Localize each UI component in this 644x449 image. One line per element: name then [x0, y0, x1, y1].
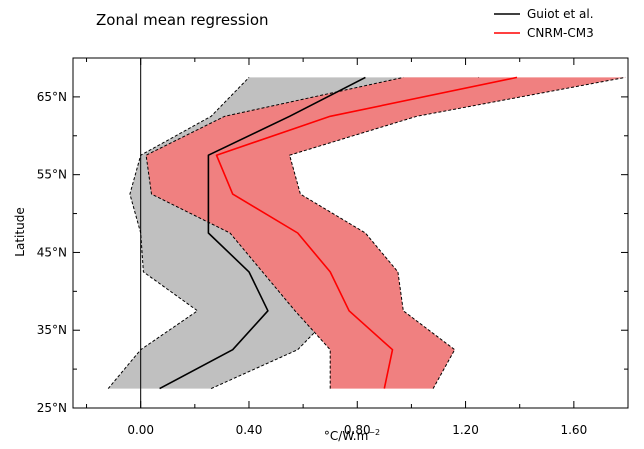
x-axis-label-superscript: −2: [368, 428, 380, 437]
line-cnrm: [215, 76, 518, 389]
line-guiot: [159, 76, 366, 390]
chart-title: Zonal mean regression: [96, 11, 269, 29]
axis-ticks: 0.00 0.40 0.80 1.20 1.60 25°N 35°N 45°N 55°N 65°N: [37, 57, 629, 437]
band-edge-upper-cnrm: [288, 76, 626, 389]
y-axis-label: Latitude: [13, 207, 27, 256]
legend-label-cnrm: CNRM-CM3: [527, 26, 594, 40]
plot-frame: [72, 57, 629, 409]
y-tick-label: 55°N: [37, 168, 67, 182]
x-axis-label: °C/W.m−2: [324, 428, 380, 443]
x-axis-label-main: °C/W.m: [324, 429, 368, 443]
x-tick-label: 0.40: [236, 423, 263, 437]
plot-axes: [72, 57, 629, 409]
legend-label-guiot: Guiot et al.: [527, 7, 594, 21]
x-tick-label: 1.20: [452, 423, 479, 437]
y-tick-label: 45°N: [37, 245, 67, 259]
band-cnrm: [146, 77, 626, 389]
y-tick-label: 65°N: [37, 90, 67, 104]
x-tick-label: 0.80: [344, 423, 371, 437]
band-edge-lower-cnrm: [145, 76, 404, 389]
series-lines: [159, 76, 518, 390]
y-tick-label: 25°N: [37, 401, 67, 415]
x-tick-label: 0.00: [127, 423, 154, 437]
y-tick-label: 35°N: [37, 323, 67, 337]
legend: Guiot et al. CNRM-CM3: [494, 7, 594, 40]
x-tick-label: 1.60: [560, 423, 587, 437]
